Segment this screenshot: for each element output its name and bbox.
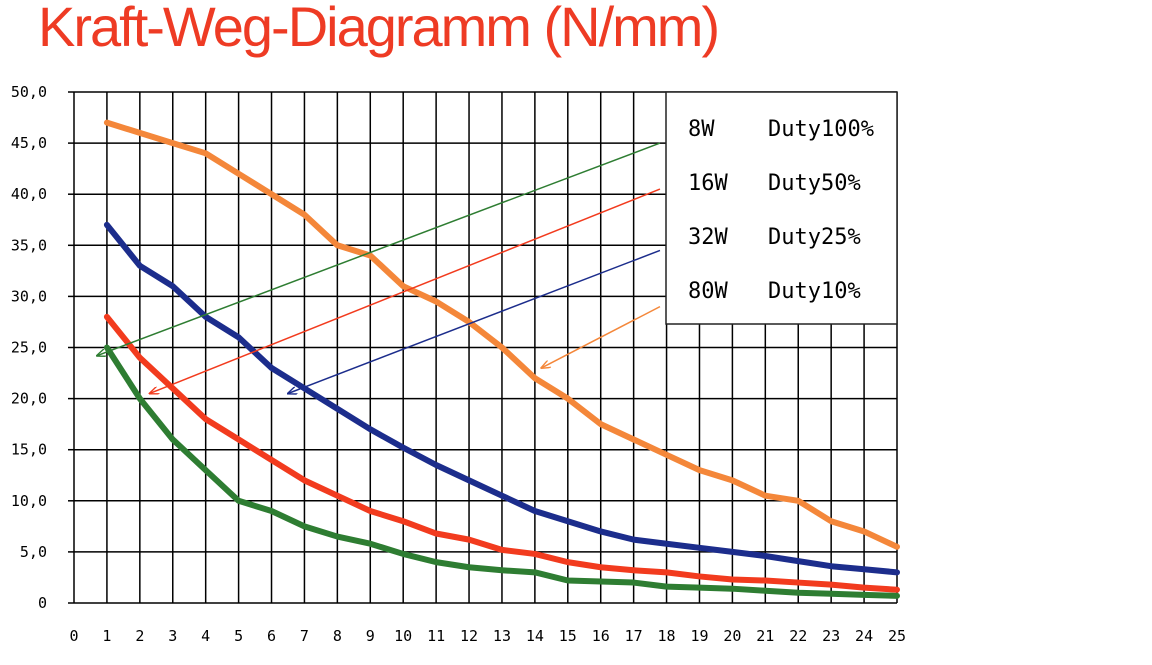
x-tick-label: 22 — [789, 627, 807, 645]
y-tick-label: 15,0 — [11, 441, 47, 459]
y-tick-label: 30,0 — [11, 287, 47, 305]
legend-power: 80W — [688, 279, 728, 304]
legend-duty: Duty50% — [768, 171, 861, 196]
series-line-2 — [103, 221, 900, 576]
x-tick-label: 0 — [69, 627, 78, 645]
x-tick-label: 15 — [559, 627, 577, 645]
annotation-arrow — [541, 305, 661, 368]
x-tick-label: 4 — [201, 627, 210, 645]
x-tick-label: 13 — [493, 627, 511, 645]
y-tick-label: 20,0 — [11, 390, 47, 408]
x-tick-label: 10 — [394, 627, 412, 645]
legend-power: 8W — [688, 117, 715, 142]
x-tick-label: 14 — [526, 627, 544, 645]
y-tick-label: 45,0 — [11, 134, 47, 152]
legend-power: 16W — [688, 171, 728, 196]
legend-duty: Duty100% — [768, 117, 874, 142]
x-tick-label: 19 — [690, 627, 708, 645]
legend-box — [665, 91, 898, 325]
x-tick-label: 9 — [366, 627, 375, 645]
x-tick-label: 17 — [625, 627, 643, 645]
y-tick-label: 5,0 — [20, 543, 47, 561]
y-tick-label: 50,0 — [11, 83, 47, 101]
y-tick-label: 10,0 — [11, 492, 47, 510]
x-tick-label: 18 — [658, 627, 676, 645]
x-tick-label: 8 — [333, 627, 342, 645]
x-tick-label: 6 — [267, 627, 276, 645]
x-tick-label: 21 — [756, 627, 774, 645]
y-tick-label: 35,0 — [11, 236, 47, 254]
series-lines — [103, 119, 900, 599]
chart-title: Kraft-Weg-Diagramm (N/mm) — [38, 0, 720, 58]
x-tick-label: 25 — [888, 627, 906, 645]
annotation-arrow — [97, 142, 661, 356]
annotation-arrow — [150, 188, 661, 393]
legend: 8W Duty100% 16W Duty50% 32W Duty25% 80W Duty10% — [665, 91, 898, 325]
legend-power: 32W — [688, 225, 728, 250]
series-line-3 — [103, 313, 900, 593]
y-tick-label: 40,0 — [11, 185, 47, 203]
x-tick-label: 7 — [300, 627, 309, 645]
annotation-arrows — [97, 142, 661, 393]
x-tick-label: 3 — [168, 627, 177, 645]
legend-duty: Duty10% — [768, 279, 861, 304]
x-tick-label: 20 — [723, 627, 741, 645]
x-axis: 0 1 2 3 4 5 6 7 8 9 10 11 12 13 14 15 16 17 18 19 20 21 22 23 24… — [69, 627, 906, 645]
legend-duty: Duty25% — [768, 225, 861, 250]
x-tick-label: 5 — [234, 627, 243, 645]
y-tick-label: 25,0 — [11, 339, 47, 357]
x-tick-label: 11 — [427, 627, 445, 645]
x-tick-label: 16 — [592, 627, 610, 645]
x-tick-label: 23 — [822, 627, 840, 645]
annotation-arrow — [288, 249, 661, 393]
y-axis: 0 5,0 10,0 15,0 20,0 25,0 30,0 35,0 40,0 45,0 50,0 — [11, 83, 47, 612]
series-line-1 — [103, 119, 900, 550]
series-line-4 — [103, 344, 900, 599]
x-tick-label: 2 — [135, 627, 144, 645]
x-tick-label: 1 — [102, 627, 111, 645]
y-tick-label: 0 — [38, 594, 47, 612]
x-tick-label: 12 — [460, 627, 478, 645]
x-tick-label: 24 — [855, 627, 873, 645]
